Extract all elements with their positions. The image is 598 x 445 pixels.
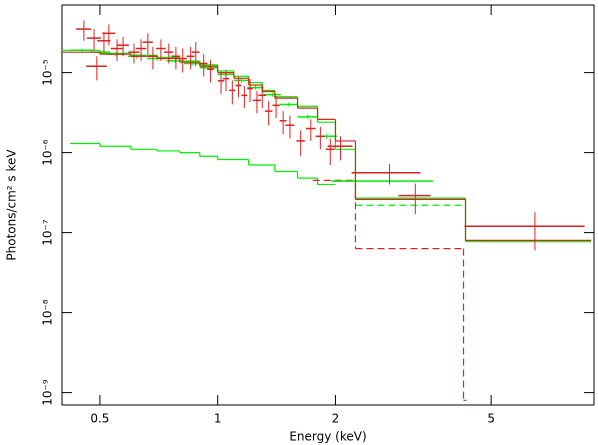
y-tick-label: 10⁻⁸: [41, 299, 55, 326]
x-tick-label: 2: [332, 412, 340, 426]
x-tick-label: 0.5: [90, 412, 109, 426]
y-tick-label: 10⁻⁶: [41, 139, 55, 166]
x-axis-label: Energy (keV): [289, 430, 366, 444]
y-axis-label: Photons/cm² s keV: [5, 149, 19, 261]
y-tick-label: 10⁻⁹: [41, 379, 55, 406]
y-tick-label: 10⁻⁵: [41, 59, 55, 86]
y-tick-label: 10⁻⁷: [41, 219, 55, 246]
x-tick-label: 5: [487, 412, 495, 426]
plot-frame: [61, 4, 595, 406]
x-tick-label: 1: [214, 412, 222, 426]
